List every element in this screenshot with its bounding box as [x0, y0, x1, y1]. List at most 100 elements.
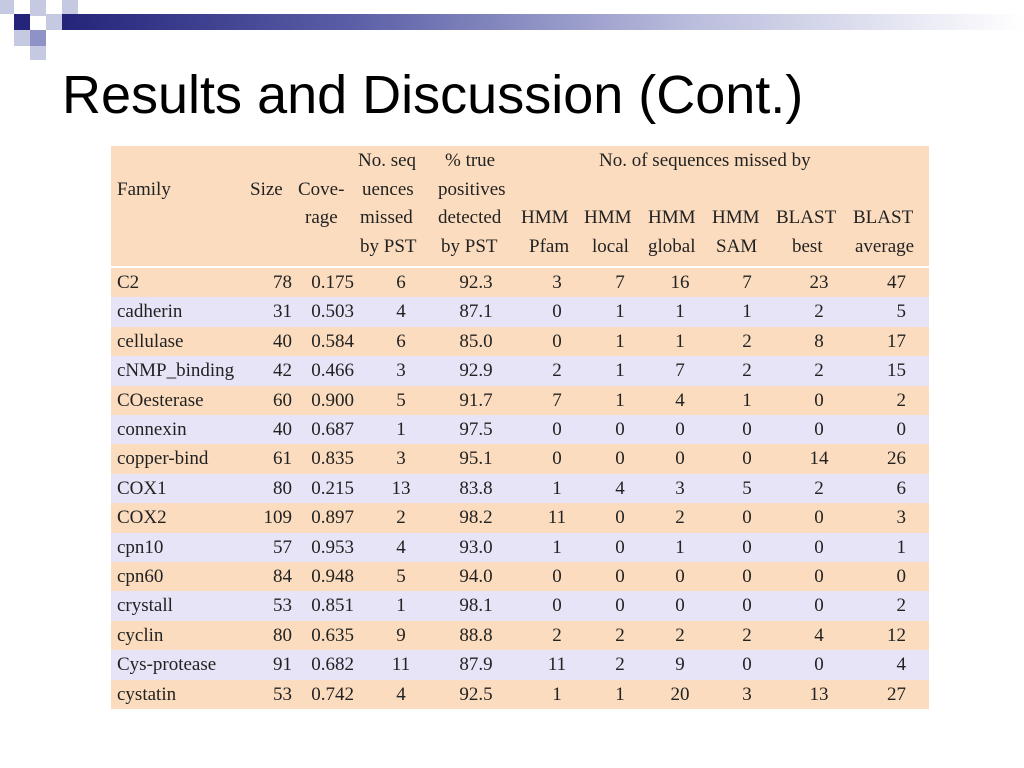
cell-blast-average: 17 — [887, 330, 906, 352]
table-row: COesterase 60 0.900 5 91.7 7 1 4 1 0 2 — [111, 385, 929, 416]
header-hmm-sam: HMM — [712, 207, 760, 228]
cell-hmm-local: 7 — [615, 272, 625, 293]
header-missed-pst: missed — [360, 207, 413, 228]
cell-family: cyclin — [117, 624, 164, 646]
cell-missed-pst: 4 — [396, 301, 406, 323]
cell-blast-best: 2 — [814, 301, 824, 323]
cell-hmm-local: 1 — [615, 301, 625, 323]
cell-coverage: 0.900 — [311, 389, 354, 411]
cell-hmm-local: 0 — [615, 595, 625, 617]
cell-size: 40 — [273, 419, 292, 440]
cell-hmm-global: 3 — [675, 477, 685, 499]
cell-true-positives: 87.1 — [459, 301, 493, 323]
cell-blast-average: 2 — [896, 389, 907, 411]
cell-size: 57 — [273, 536, 292, 558]
cell-true-positives: 93.0 — [459, 536, 493, 558]
cell-blast-best: 13 — [809, 683, 829, 705]
cell-hmm-pfam: 1 — [552, 536, 562, 558]
cell-coverage: 0.584 — [311, 330, 354, 352]
cell-blast-best: 14 — [809, 448, 829, 470]
cell-blast-average: 26 — [887, 448, 906, 470]
cell-missed-pst: 3 — [396, 448, 406, 470]
table-row: cyclin 80 0.635 9 88.8 2 2 2 2 4 12 — [111, 620, 929, 651]
cell-hmm-global: 0 — [675, 419, 685, 440]
cell-hmm-pfam: 0 — [552, 419, 562, 440]
header-hmm-local: local — [592, 236, 629, 257]
cell-hmm-global: 0 — [675, 566, 685, 587]
decor-square — [30, 30, 46, 46]
cell-hmm-sam: 0 — [742, 507, 752, 529]
table-header: Family Size Cove- rage No. seq uences mi… — [111, 146, 929, 266]
cell-hmm-global: 1 — [675, 301, 685, 323]
cell-family: Cys-protease — [117, 654, 217, 676]
decor-square — [62, 0, 78, 16]
cell-coverage: 0.851 — [311, 595, 354, 617]
cell-hmm-global: 1 — [675, 536, 685, 558]
cell-hmm-sam: 0 — [742, 595, 752, 617]
cell-blast-average: 15 — [887, 360, 906, 382]
cell-blast-best: 8 — [814, 330, 824, 352]
cell-true-positives: 94.0 — [459, 566, 493, 587]
header-hmm-local: HMM — [584, 207, 632, 228]
cell-blast-best: 0 — [814, 507, 824, 529]
cell-hmm-local: 1 — [615, 683, 625, 705]
header-true-positives: % true — [445, 150, 496, 171]
cell-hmm-global: 20 — [670, 683, 690, 705]
header-coverage: rage — [305, 207, 338, 228]
cell-hmm-global: 0 — [675, 448, 685, 470]
cell-true-positives: 95.1 — [459, 448, 493, 470]
cell-hmm-pfam: 2 — [552, 624, 562, 646]
table-row: crystall 53 0.851 1 98.1 0 0 0 0 0 2 — [111, 591, 929, 621]
cell-hmm-pfam: 1 — [552, 683, 562, 705]
cell-size: 91 — [273, 654, 292, 676]
table-row: cNMP_binding 42 0.466 3 92.9 2 1 7 2 2 15 — [111, 356, 929, 386]
cell-coverage: 0.742 — [311, 683, 354, 705]
cell-hmm-global: 2 — [675, 507, 685, 529]
cell-coverage: 0.175 — [311, 272, 354, 293]
cell-hmm-sam: 0 — [742, 448, 752, 470]
cell-true-positives: 87.9 — [459, 654, 493, 676]
cell-family: COX2 — [117, 507, 167, 529]
header-hmm-global: global — [648, 236, 696, 257]
cell-hmm-sam: 5 — [742, 477, 752, 499]
cell-true-positives: 83.8 — [459, 477, 493, 499]
cell-blast-best: 4 — [814, 624, 824, 646]
cell-hmm-global: 0 — [675, 595, 685, 617]
header-blast-average: BLAST — [853, 207, 914, 228]
cell-missed-pst: 1 — [396, 419, 406, 440]
cell-hmm-local: 1 — [615, 389, 625, 411]
cell-size: 42 — [273, 360, 292, 382]
cell-hmm-sam: 0 — [742, 566, 752, 587]
header-gradient-bar — [62, 14, 1024, 30]
table-row: cadherin 31 0.503 4 87.1 0 1 1 1 2 5 — [111, 297, 929, 327]
cell-hmm-sam: 0 — [742, 536, 752, 558]
cell-size: 80 — [273, 624, 292, 646]
cell-missed-pst: 13 — [391, 477, 411, 499]
cell-missed-pst: 5 — [396, 566, 406, 587]
cell-family: cpn60 — [117, 566, 164, 587]
cell-hmm-pfam: 0 — [552, 301, 562, 323]
cell-hmm-local: 0 — [615, 448, 625, 470]
cell-missed-pst: 11 — [391, 654, 411, 676]
cell-blast-best: 2 — [814, 477, 824, 499]
cell-coverage: 0.948 — [311, 566, 354, 587]
table-row: cystatin 53 0.742 4 92.5 1 1 20 3 13 27 — [111, 679, 929, 710]
cell-hmm-local: 0 — [615, 419, 625, 440]
header-true-positives: by PST — [441, 236, 498, 257]
cell-size: 61 — [273, 448, 292, 470]
cell-blast-best: 0 — [814, 536, 824, 558]
header-missed-pst: by PST — [360, 236, 417, 257]
header-true-positives: positives — [438, 179, 506, 200]
cell-blast-average: 0 — [896, 566, 907, 587]
decor-square — [46, 14, 62, 30]
cell-missed-pst: 4 — [396, 683, 406, 705]
cell-coverage: 0.635 — [311, 624, 354, 646]
table-row: copper-bind 61 0.835 3 95.1 0 0 0 0 14 26 — [111, 444, 929, 474]
decor-square — [14, 14, 30, 30]
cell-blast-average: 5 — [896, 301, 907, 323]
cell-size: 53 — [273, 595, 292, 617]
header-size: Size — [250, 179, 283, 200]
cell-family: copper-bind — [117, 448, 209, 470]
cell-missed-pst: 6 — [396, 330, 406, 352]
cell-hmm-pfam: 1 — [552, 477, 562, 499]
